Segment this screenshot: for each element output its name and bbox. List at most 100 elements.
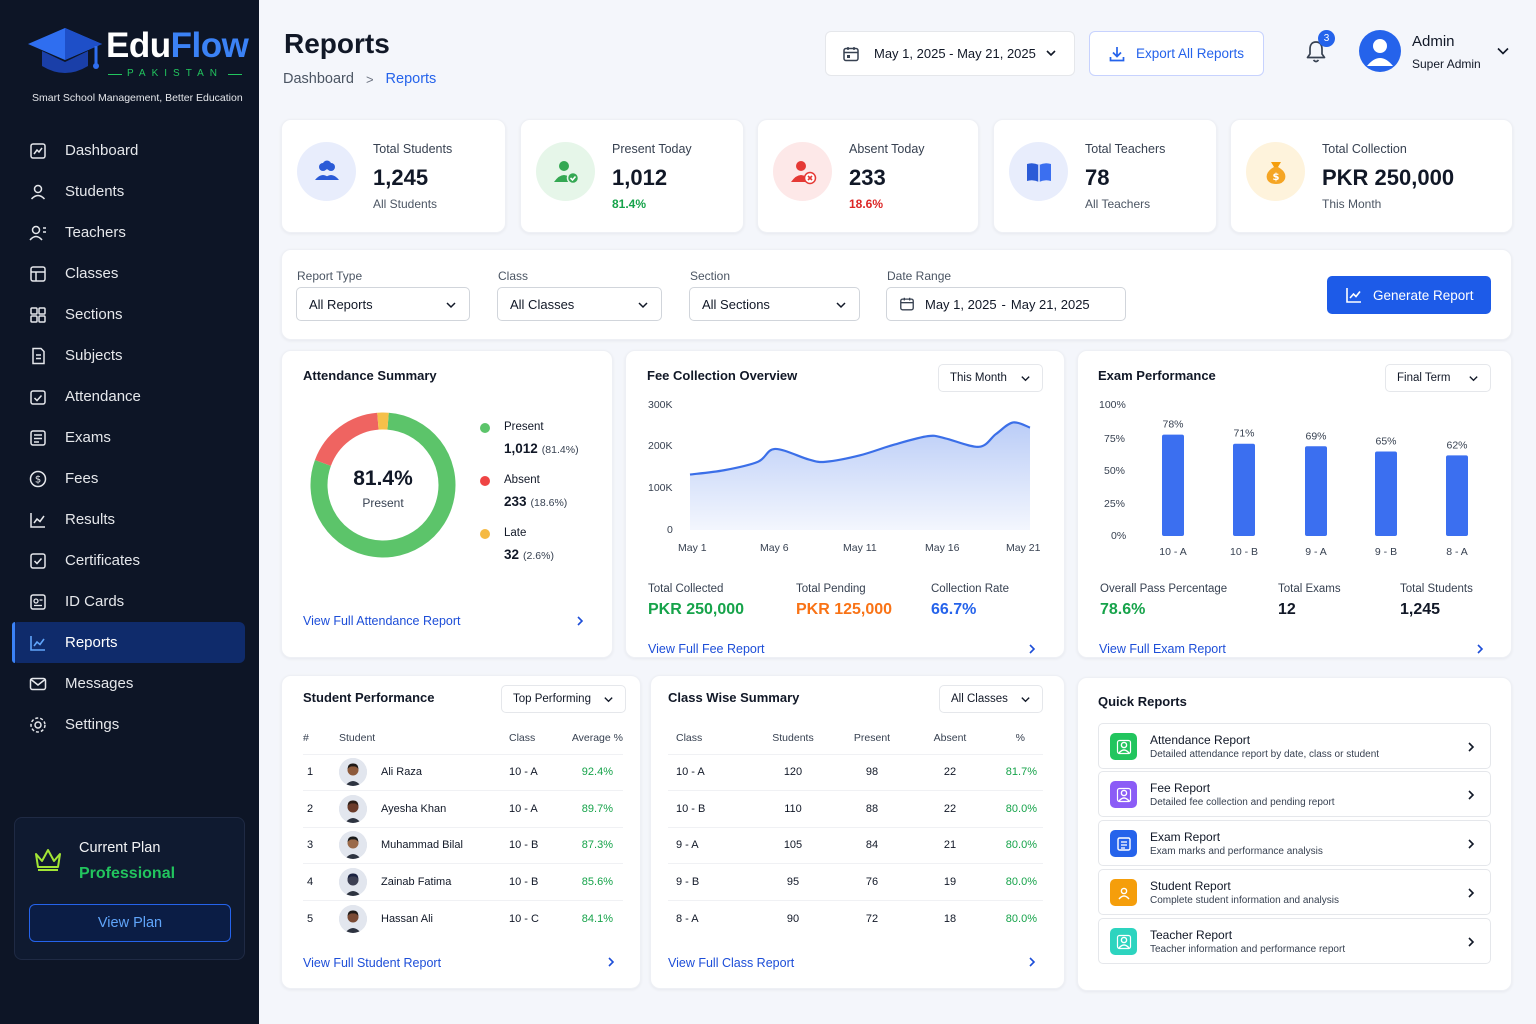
legend-count: 32 <box>504 547 520 562</box>
present-cell: 76 <box>833 863 911 901</box>
fee-x-tick: May 21 <box>1006 542 1041 554</box>
quick-report-exam-report[interactable]: Exam Report Exam marks and performance an… <box>1098 820 1491 866</box>
sidebar-item-exams[interactable]: Exams <box>12 417 245 458</box>
chevron-right-icon[interactable] <box>1474 643 1486 655</box>
fee-report-icon <box>1110 781 1137 808</box>
student-cell: Ayesha Khan <box>339 790 509 828</box>
exam-bar-value-label: 78% <box>1162 419 1183 431</box>
stat-subtext: All Teachers <box>1085 197 1151 211</box>
view-full-class-report-link[interactable]: View Full Class Report <box>668 956 795 970</box>
table-row[interactable]: 4 Zainab Fatima 10 - B 85.6% <box>303 863 623 901</box>
sidebar-item-students[interactable]: Students <box>12 171 245 212</box>
class-select[interactable]: All Classes <box>497 287 662 321</box>
notification-badge: 3 <box>1318 30 1335 47</box>
sidebar-item-classes[interactable]: Classes <box>12 253 245 294</box>
exam-x-tick: 9 - A <box>1305 546 1327 558</box>
chevron-down-icon <box>1021 697 1030 703</box>
view-plan-button[interactable]: View Plan <box>29 904 231 942</box>
fee-period-select[interactable]: This Month <box>938 364 1043 392</box>
view-full-attendance-report-link[interactable]: View Full Attendance Report <box>303 614 461 628</box>
sidebar-item-subjects[interactable]: Subjects <box>12 335 245 376</box>
stat-subtext: This Month <box>1322 197 1382 211</box>
chevron-right-icon[interactable] <box>605 956 617 968</box>
chevron-right-icon[interactable] <box>1026 643 1038 655</box>
table-row[interactable]: 10 - B 110 88 22 80.0% <box>668 790 1043 828</box>
sidebar-item-teachers[interactable]: Teachers <box>12 212 245 253</box>
fee-metric-label: Total Collected <box>648 583 724 595</box>
exam-bar-10-b <box>1233 443 1255 536</box>
sidebar-item-attendance[interactable]: Attendance <box>12 376 245 417</box>
section-select[interactable]: All Sections <box>689 287 860 321</box>
quick-report-attendance-report[interactable]: Attendance Report Detailed attendance rep… <box>1098 723 1491 769</box>
user-avatar-icon <box>1367 39 1393 66</box>
quick-report-fee-report[interactable]: Fee Report Detailed fee collection and pe… <box>1098 771 1491 817</box>
attendance-report-icon <box>1110 733 1137 760</box>
class-summary-filter[interactable]: All Classes <box>939 685 1043 713</box>
sidebar-item-id-cards[interactable]: ID Cards <box>12 581 245 622</box>
student-avatar <box>339 867 367 896</box>
class-label: Class <box>498 269 529 283</box>
student-performance-filter[interactable]: Top Performing <box>501 685 626 713</box>
sidebar-item-messages[interactable]: Messages <box>12 663 245 704</box>
student-performance-title: Student Performance <box>303 690 435 705</box>
sidebar-item-results[interactable]: Results <box>12 499 245 540</box>
report-type-select[interactable]: All Reports <box>296 287 470 321</box>
exams-icon <box>28 428 48 448</box>
user-menu-chevron-icon[interactable] <box>1496 44 1510 58</box>
stat-subtext: 81.4% <box>612 197 647 211</box>
view-full-exam-report-link[interactable]: View Full Exam Report <box>1099 642 1226 656</box>
calendar-icon <box>843 46 859 61</box>
settings-icon <box>28 715 48 735</box>
table-row[interactable]: 5 Hassan Ali 10 - C 84.1% <box>303 900 623 937</box>
user-check-icon <box>536 142 595 201</box>
view-full-student-report-link[interactable]: View Full Student Report <box>303 956 442 970</box>
sidebar-item-settings[interactable]: Settings <box>12 704 245 745</box>
generate-report-button[interactable]: Generate Report <box>1327 276 1491 314</box>
fee-x-tick: May 16 <box>925 542 960 554</box>
class-cell: 10 - B <box>668 790 753 828</box>
exam-metric-label: Total Exams <box>1278 583 1341 595</box>
average-cell: 87.3% <box>569 827 623 864</box>
sidebar-item-certificates[interactable]: Certificates <box>12 540 245 581</box>
column-header: Students <box>753 722 833 755</box>
brand-logo[interactable]: EduFlow PAKISTAN Smart School Management… <box>26 20 249 110</box>
brand-tagline: Smart School Management, Better Educatio… <box>32 92 243 104</box>
table-row[interactable]: 10 - A 120 98 22 81.7% <box>668 754 1043 791</box>
fee-period-value: This Month <box>950 372 1007 384</box>
chevron-right-icon[interactable] <box>574 615 586 627</box>
sidebar-item-label: Dashboard <box>65 142 139 159</box>
breadcrumb-dashboard-link[interactable]: Dashboard <box>283 71 354 87</box>
money-bag-icon: $ <box>1246 142 1305 201</box>
exam-x-tick: 10 - A <box>1159 546 1186 558</box>
table-row[interactable]: 2 Ayesha Khan 10 - A 89.7% <box>303 790 623 828</box>
sidebar-item-reports[interactable]: Reports <box>12 622 245 663</box>
table-row[interactable]: 9 - B 95 76 19 80.0% <box>668 863 1043 901</box>
exam-performance-card <box>1077 350 1512 658</box>
sidebar-item-fees[interactable]: $ Fees <box>12 458 245 499</box>
sidebar-item-label: Settings <box>65 716 120 733</box>
fee-area-fill <box>690 422 1030 530</box>
sidebar-item-dashboard[interactable]: Dashboard <box>12 130 245 171</box>
table-row[interactable]: 3 Muhammad Bilal 10 - B 87.3% <box>303 827 623 864</box>
column-header: Student <box>339 722 509 755</box>
view-full-fee-report-link[interactable]: View Full Fee Report <box>648 642 765 656</box>
export-all-reports-button[interactable]: Export All Reports <box>1089 31 1264 76</box>
exam-term-select[interactable]: Final Term <box>1385 364 1491 392</box>
avatar[interactable] <box>1359 30 1401 72</box>
sidebar-item-label: Students <box>65 183 125 200</box>
chevron-right-icon[interactable] <box>1026 956 1038 968</box>
table-row[interactable]: 1 Ali Raza 10 - A 92.4% <box>303 754 623 791</box>
header-date-range-picker[interactable]: May 1, 2025 - May 21, 2025 <box>825 31 1075 76</box>
date-range-input[interactable]: May 1, 2025 - May 21, 2025 <box>886 287 1126 321</box>
table-row[interactable]: 8 - A 90 72 18 80.0% <box>668 900 1043 937</box>
sidebar-item-sections[interactable]: Sections <box>12 294 245 335</box>
table-header-row: # Student Class Average % <box>303 722 623 755</box>
stat-label: Total Students <box>373 142 453 156</box>
quick-report-student-report[interactable]: Student Report Complete student informati… <box>1098 869 1491 915</box>
stat-label: Present Today <box>612 142 692 156</box>
sidebar-item-label: Classes <box>65 265 119 282</box>
table-row[interactable]: 9 - A 105 84 21 80.0% <box>668 827 1043 864</box>
legend-label-absent: Absent <box>504 474 540 486</box>
quick-report-teacher-report[interactable]: Teacher Report Teacher information and pe… <box>1098 918 1491 964</box>
exam-bar-10-a <box>1162 434 1184 536</box>
